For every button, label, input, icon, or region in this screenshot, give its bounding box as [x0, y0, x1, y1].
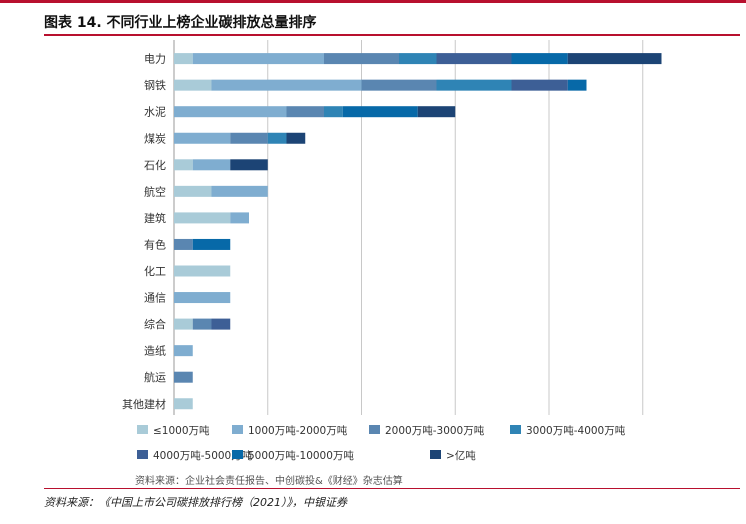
- category-label: 其他建材: [122, 397, 166, 411]
- bar-segment: [174, 159, 193, 171]
- legend-swatch: [510, 425, 521, 434]
- bar-segment: [174, 212, 231, 224]
- bar-segment: [511, 53, 568, 65]
- legend-swatch: [232, 450, 243, 459]
- bar-segment: [174, 318, 193, 330]
- bar-segment: [174, 292, 231, 304]
- bar-segment: [230, 132, 268, 144]
- category-label: 综合: [144, 317, 166, 331]
- bar-segment: [436, 79, 512, 91]
- top-accent-bar: [0, 0, 746, 3]
- bottom-divider: [44, 488, 740, 489]
- bar-segment: [361, 79, 437, 91]
- bar-segment: [174, 132, 231, 144]
- category-label: 造纸: [144, 344, 166, 358]
- bar-segment: [417, 106, 456, 118]
- bar-segments: [174, 53, 662, 410]
- category-label: 石化: [144, 158, 166, 172]
- bar-segment: [267, 132, 287, 144]
- category-label: 电力: [144, 53, 166, 66]
- legend-swatch: [369, 425, 380, 434]
- bar-segment: [211, 185, 268, 197]
- category-label: 化工: [144, 264, 166, 278]
- category-label: 有色: [144, 237, 166, 251]
- bar-segment: [174, 371, 193, 383]
- bar-segment: [324, 53, 399, 65]
- chart-source-note: 资料来源：企业社会责任报告、中创碳投&《财经》杂志估算: [135, 476, 403, 487]
- bar-segment: [511, 79, 568, 91]
- bar-segment: [342, 106, 418, 118]
- footer-source: 资料来源：《中国上市公司碳排放排行榜（2021）》，中银证券: [44, 496, 347, 509]
- bar-segment: [567, 79, 587, 91]
- bar-segment: [174, 79, 212, 91]
- category-label: 水泥: [144, 106, 166, 119]
- title-divider: [44, 34, 740, 36]
- bar-segment: [192, 238, 231, 250]
- bar-segment: [192, 53, 324, 65]
- bar-segment: [567, 53, 662, 65]
- figure-title: 图表 14. 不同行业上榜企业碳排放总量排序: [44, 15, 317, 31]
- bar-segment: [174, 185, 212, 197]
- category-label: 航运: [144, 370, 166, 384]
- legend: ≤1000万吨 1000万吨-2000万吨 2000万吨-3000万吨 3000万吨-…: [137, 424, 626, 462]
- legend-label: >亿吨: [446, 449, 476, 462]
- bar-segment: [211, 79, 362, 91]
- bar-segment: [174, 345, 193, 357]
- legend-label: 3000万吨-4000万吨: [526, 424, 626, 437]
- legend-label: 1000万吨-2000万吨: [248, 424, 348, 437]
- category-label: 建筑: [144, 211, 166, 225]
- category-label: 煤炭: [144, 132, 166, 145]
- bar-segment: [192, 159, 231, 171]
- legend-swatch: [232, 425, 243, 434]
- category-label: 通信: [144, 292, 166, 305]
- bar-segment: [286, 106, 324, 118]
- category-label: 航空: [144, 184, 166, 198]
- legend-label: 2000万吨-3000万吨: [385, 424, 485, 437]
- bar-segment: [286, 132, 306, 144]
- bar-segment: [230, 159, 268, 171]
- legend-label: ≤1000万吨: [153, 424, 210, 437]
- bar-segment: [192, 318, 212, 330]
- legend-swatch: [137, 450, 148, 459]
- bar-segment: [324, 106, 343, 118]
- category-label: 钢铁: [144, 79, 166, 92]
- legend-label: 5000万吨-10000万吨: [248, 449, 354, 462]
- bar-segment: [399, 53, 437, 65]
- legend-swatch: [137, 425, 148, 434]
- bar-segment: [436, 53, 512, 65]
- bar-segment: [174, 53, 193, 65]
- bar-segment: [230, 212, 249, 224]
- bar-segment: [211, 318, 231, 330]
- bar-segment: [174, 238, 193, 250]
- legend-label: 4000万吨-5000万吨: [153, 449, 253, 462]
- gridlines: [173, 40, 644, 415]
- bar-segment: [174, 398, 193, 410]
- legend-swatch: [430, 450, 441, 459]
- bar-segment: [174, 106, 287, 118]
- bar-segment: [174, 265, 231, 277]
